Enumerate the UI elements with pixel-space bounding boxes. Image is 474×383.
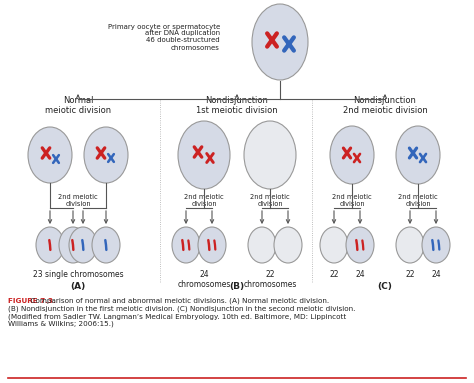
Ellipse shape [172,227,200,263]
Text: 2nd meiotic
division: 2nd meiotic division [58,194,98,207]
Ellipse shape [320,227,348,263]
Text: (A): (A) [70,282,86,291]
Text: 24
chromosomes: 24 chromosomes [177,270,231,290]
Ellipse shape [248,227,276,263]
Ellipse shape [59,227,87,263]
Ellipse shape [28,127,72,183]
Text: 2nd meiotic
division: 2nd meiotic division [398,194,438,207]
Text: 22
chromosomes: 22 chromosomes [243,270,297,290]
Text: Normal
meiotic division: Normal meiotic division [45,96,111,115]
Text: 2nd meiotic
division: 2nd meiotic division [332,194,372,207]
Text: FIGURE 7.3.: FIGURE 7.3. [8,298,55,304]
Ellipse shape [178,121,230,189]
Ellipse shape [92,227,120,263]
Text: 2nd meiotic
division: 2nd meiotic division [184,194,224,207]
Text: 24: 24 [431,270,441,279]
Text: 2nd meiotic
division: 2nd meiotic division [250,194,290,207]
Text: Primary oocyte or spermatocyte
after DNA duplication
46 double-structured
chromo: Primary oocyte or spermatocyte after DNA… [108,23,220,51]
Text: (C): (C) [378,282,392,291]
Ellipse shape [330,126,374,184]
Text: (B): (B) [229,282,245,291]
Text: 24: 24 [355,270,365,279]
Text: 22: 22 [329,270,339,279]
Ellipse shape [422,227,450,263]
Ellipse shape [198,227,226,263]
Text: Comparison of normal and abnormal meiotic divisions. (A) Normal meiotic division: Comparison of normal and abnormal meioti… [8,298,356,327]
Text: 22: 22 [405,270,415,279]
Ellipse shape [274,227,302,263]
Ellipse shape [346,227,374,263]
Text: 23 single chromosomes: 23 single chromosomes [33,270,123,279]
Ellipse shape [69,227,97,263]
Ellipse shape [396,126,440,184]
Ellipse shape [84,127,128,183]
Text: Nondisjunction
2nd meiotic division: Nondisjunction 2nd meiotic division [343,96,428,115]
Ellipse shape [396,227,424,263]
Text: Nondisjunction
1st meiotic division: Nondisjunction 1st meiotic division [196,96,278,115]
Ellipse shape [36,227,64,263]
Ellipse shape [244,121,296,189]
Ellipse shape [252,4,308,80]
